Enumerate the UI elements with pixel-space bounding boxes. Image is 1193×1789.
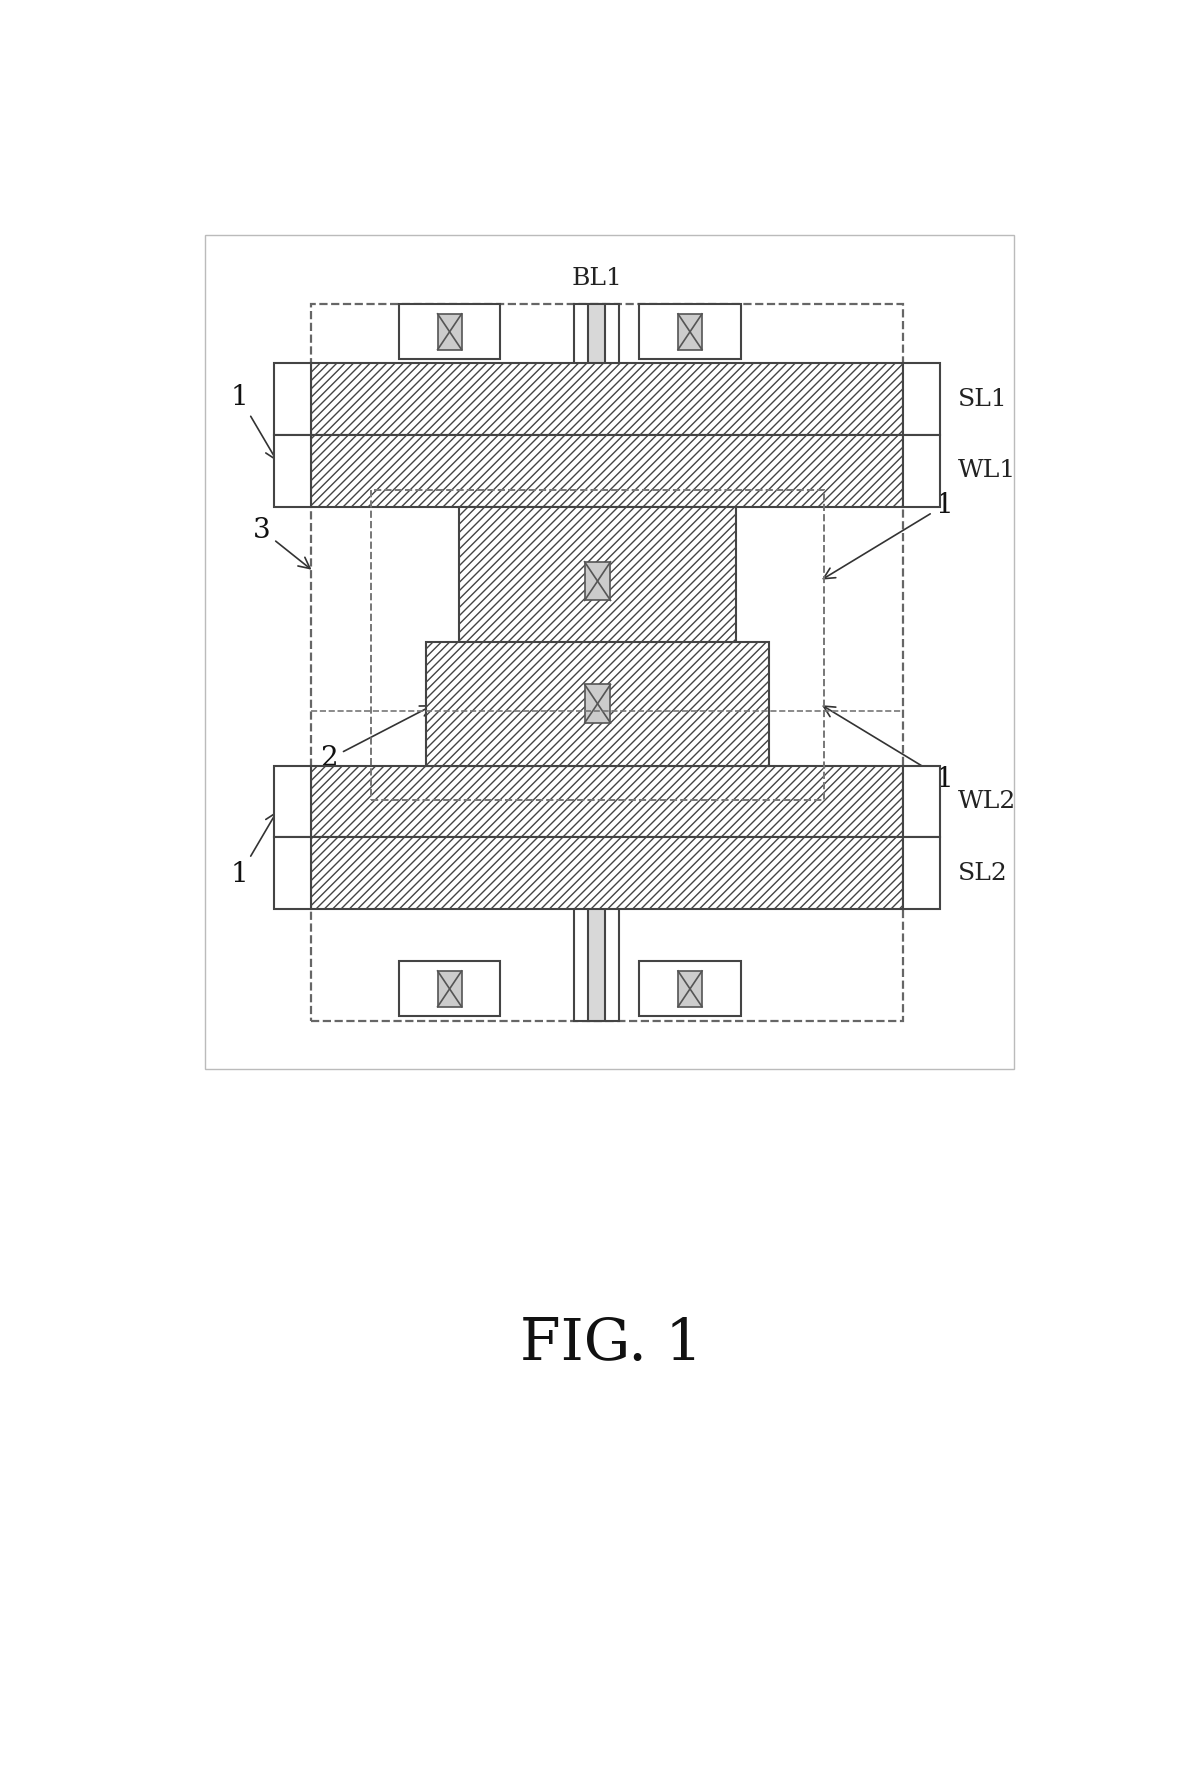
Bar — [311, 304, 903, 1020]
Bar — [903, 435, 940, 506]
Text: 1: 1 — [231, 385, 277, 460]
Bar — [575, 304, 619, 1020]
Bar — [459, 506, 736, 655]
Bar — [585, 685, 611, 723]
Bar — [678, 971, 701, 1007]
Bar — [398, 304, 501, 360]
Text: 3: 3 — [253, 517, 310, 569]
Text: 1: 1 — [823, 492, 953, 578]
Bar — [274, 766, 311, 837]
Bar — [588, 304, 605, 1020]
Bar — [398, 961, 501, 1016]
Bar — [274, 363, 311, 435]
Bar — [427, 642, 768, 766]
Bar — [371, 490, 824, 800]
Bar — [311, 837, 903, 909]
Bar — [311, 766, 903, 837]
Bar — [585, 562, 611, 601]
Text: BL1: BL1 — [571, 267, 622, 290]
Text: SL1: SL1 — [958, 388, 1008, 411]
Text: 2: 2 — [321, 707, 432, 773]
Bar — [639, 961, 741, 1016]
Bar — [274, 837, 311, 909]
Bar — [274, 435, 311, 506]
Text: 1: 1 — [231, 812, 277, 889]
Text: WL2: WL2 — [958, 791, 1016, 812]
Bar — [311, 363, 903, 435]
Bar — [205, 236, 1014, 1068]
Bar — [678, 313, 701, 349]
Bar — [438, 313, 462, 349]
Bar — [639, 304, 741, 360]
Text: FIG. 1: FIG. 1 — [520, 1317, 703, 1372]
Text: WL1: WL1 — [958, 460, 1016, 483]
Text: 1: 1 — [823, 707, 953, 793]
Bar — [528, 506, 665, 766]
Bar — [311, 435, 903, 506]
Bar — [438, 971, 462, 1007]
Bar — [903, 363, 940, 435]
Text: SL2: SL2 — [958, 862, 1008, 884]
Bar — [903, 766, 940, 837]
Bar — [903, 837, 940, 909]
